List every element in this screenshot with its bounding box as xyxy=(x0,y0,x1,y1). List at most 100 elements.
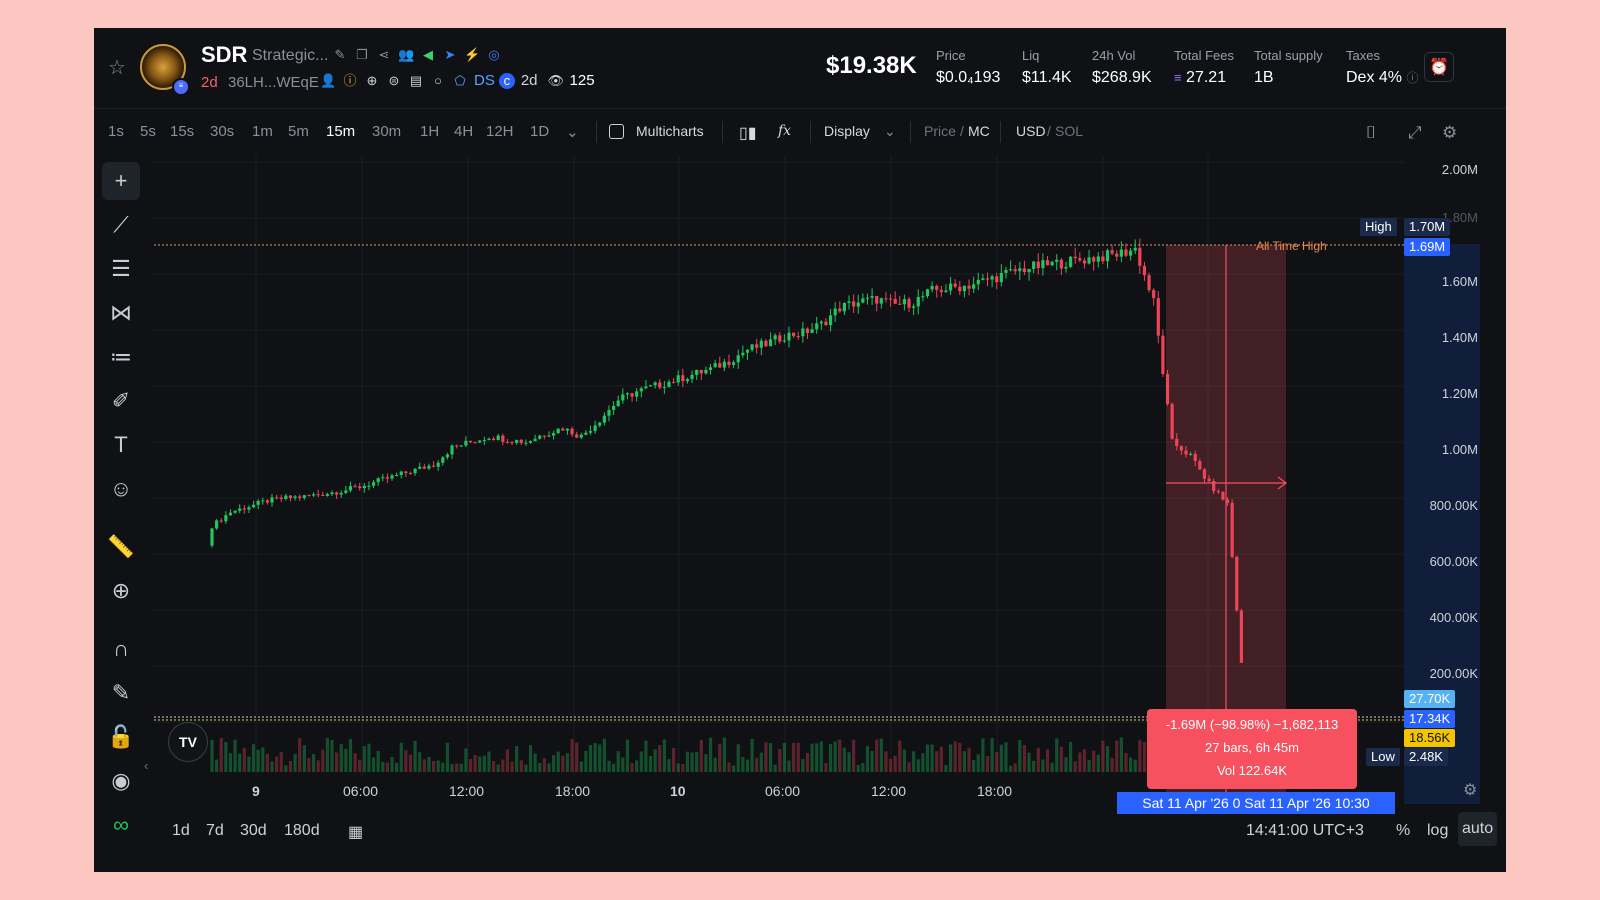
calendar-icon[interactable]: ▦ xyxy=(348,824,364,841)
axis-settings-icon[interactable]: ⚙ xyxy=(1463,782,1478,799)
horizontal-lines-icon[interactable]: ☰ xyxy=(111,256,131,281)
trendline-icon[interactable]: ⟋ xyxy=(113,212,129,237)
emoji-icon[interactable]: ☺ xyxy=(109,476,133,501)
price-toggle[interactable]: Price xyxy=(924,123,956,139)
fullscreen-icon[interactable]: ⤢ xyxy=(1408,123,1422,142)
multicharts-checkbox[interactable] xyxy=(609,124,624,139)
tf-5s[interactable]: 5s xyxy=(140,123,156,140)
fib-icon[interactable]: ≔ xyxy=(110,344,132,369)
candle xyxy=(796,336,800,338)
volume-bar xyxy=(736,744,740,772)
warning-icon[interactable]: ⓘ xyxy=(343,73,357,89)
candle xyxy=(902,299,907,305)
ds-link[interactable]: DS xyxy=(474,72,495,89)
token-name[interactable]: Strategic... xyxy=(252,47,329,64)
lightning-icon[interactable]: ⚡ xyxy=(464,46,481,62)
camera-icon[interactable]: ⌷ xyxy=(1366,123,1377,142)
candle xyxy=(293,496,297,499)
display-dropdown[interactable]: Display xyxy=(824,123,870,139)
candle xyxy=(704,369,708,374)
candle xyxy=(967,285,971,289)
sol-toggle[interactable]: SOL xyxy=(1055,123,1084,139)
tf-12h[interactable]: 12H xyxy=(486,123,514,140)
multicharts-label[interactable]: Multicharts xyxy=(636,123,704,139)
help-icon[interactable]: ⓘ xyxy=(1406,71,1419,85)
gem-icon[interactable]: ⬠ xyxy=(454,73,466,89)
range-1d[interactable]: 1d xyxy=(172,822,190,839)
percent-toggle[interactable]: % xyxy=(1396,822,1411,839)
star-icon[interactable]: ☆ xyxy=(108,57,126,79)
candle xyxy=(815,323,819,330)
crosshair-icon[interactable]: + xyxy=(102,162,140,200)
brush-icon[interactable]: ✐ xyxy=(111,388,131,413)
indicators-icon[interactable]: fx xyxy=(778,123,792,139)
ruler-icon[interactable]: 📏 xyxy=(107,534,135,559)
tf-15m[interactable]: 15m xyxy=(326,123,356,140)
tf-30s[interactable]: 30s xyxy=(210,123,235,140)
lock-icon[interactable]: 🔓 xyxy=(107,724,135,749)
auto-toggle[interactable]: auto xyxy=(1458,812,1498,846)
tf-1s[interactable]: 1s xyxy=(108,123,124,140)
price-chart[interactable]: All Time High xyxy=(154,156,1404,802)
collapse-toolbar-icon[interactable]: ‹ xyxy=(144,758,149,773)
candle xyxy=(1050,261,1054,266)
tf-1m[interactable]: 1m xyxy=(252,123,273,140)
volume-bar xyxy=(1022,745,1027,772)
pattern-icon[interactable]: ⋈ xyxy=(110,300,132,325)
globe-icon[interactable]: ⊕ xyxy=(366,73,378,89)
volume-bar xyxy=(330,739,334,772)
range-30d[interactable]: 30d xyxy=(240,822,267,839)
volume-bar xyxy=(833,741,837,772)
candle xyxy=(1207,478,1211,482)
tf-15s[interactable]: 15s xyxy=(170,123,195,140)
tf-5m[interactable]: 5m xyxy=(288,123,309,140)
list-icon[interactable]: ⊜ xyxy=(388,73,400,89)
copy-icon[interactable]: ❐ xyxy=(356,46,368,62)
share-icon[interactable]: ⋖ xyxy=(378,46,390,62)
display-chevron-icon[interactable]: ⌄ xyxy=(884,123,896,139)
alarm-icon[interactable]: ⏰ xyxy=(1424,52,1454,82)
magnet-icon[interactable]: ∩ xyxy=(113,636,129,661)
range-180d[interactable]: 180d xyxy=(284,822,320,839)
log-toggle[interactable]: log xyxy=(1427,822,1449,839)
candle xyxy=(1032,261,1036,269)
settings-icon[interactable]: ⚙ xyxy=(1442,123,1458,142)
tf-1h[interactable]: 1H xyxy=(420,123,440,140)
candle xyxy=(916,296,920,307)
chat-icon[interactable]: ▤ xyxy=(409,73,423,89)
contract-address[interactable]: 36LH...WEqE xyxy=(228,74,319,91)
pump-icon[interactable]: c xyxy=(498,73,515,90)
candles-icon[interactable]: ▯▮ xyxy=(739,125,757,142)
link-icon[interactable]: ∞ xyxy=(113,812,129,837)
stat-price: Price $0.0₄193 xyxy=(936,48,1001,86)
search-icon[interactable]: ○ xyxy=(434,73,442,89)
visibility-icon[interactable]: ◉ xyxy=(111,768,131,793)
tf-30m[interactable]: 30m xyxy=(372,123,402,140)
dev-icon[interactable]: 👤 xyxy=(320,73,337,89)
edit-icon[interactable]: ✎ xyxy=(334,46,346,62)
volume-bar xyxy=(708,737,713,772)
telegram-icon[interactable]: ➤ xyxy=(444,46,456,62)
timeframe-dropdown-icon[interactable]: ⌄ xyxy=(566,124,579,141)
x-label: 9 xyxy=(252,783,260,799)
volume-bar xyxy=(745,759,750,772)
text-icon[interactable]: T xyxy=(114,432,128,457)
stat-total-supply: Total supply 1B xyxy=(1254,48,1323,86)
coin-icon[interactable]: ◎ xyxy=(488,46,500,62)
tf-1d[interactable]: 1D xyxy=(530,123,550,140)
candle xyxy=(962,285,967,292)
usd-toggle[interactable]: USD xyxy=(1016,123,1046,139)
candle xyxy=(390,475,394,479)
megaphone-icon[interactable]: ◀ xyxy=(423,46,433,62)
zoom-in-icon[interactable]: ⊕ xyxy=(111,578,131,603)
candle xyxy=(1133,247,1137,251)
volume-bar xyxy=(1013,763,1017,772)
candle xyxy=(681,375,685,382)
tradingview-logo[interactable]: TV xyxy=(168,722,208,762)
volume-bars xyxy=(210,731,1243,772)
lock-drawing-icon[interactable]: ✎ xyxy=(111,680,131,705)
holders-icon[interactable]: 👥 xyxy=(398,46,415,62)
range-7d[interactable]: 7d xyxy=(206,822,224,839)
mc-toggle[interactable]: MC xyxy=(968,123,990,139)
tf-4h[interactable]: 4H xyxy=(454,123,474,140)
